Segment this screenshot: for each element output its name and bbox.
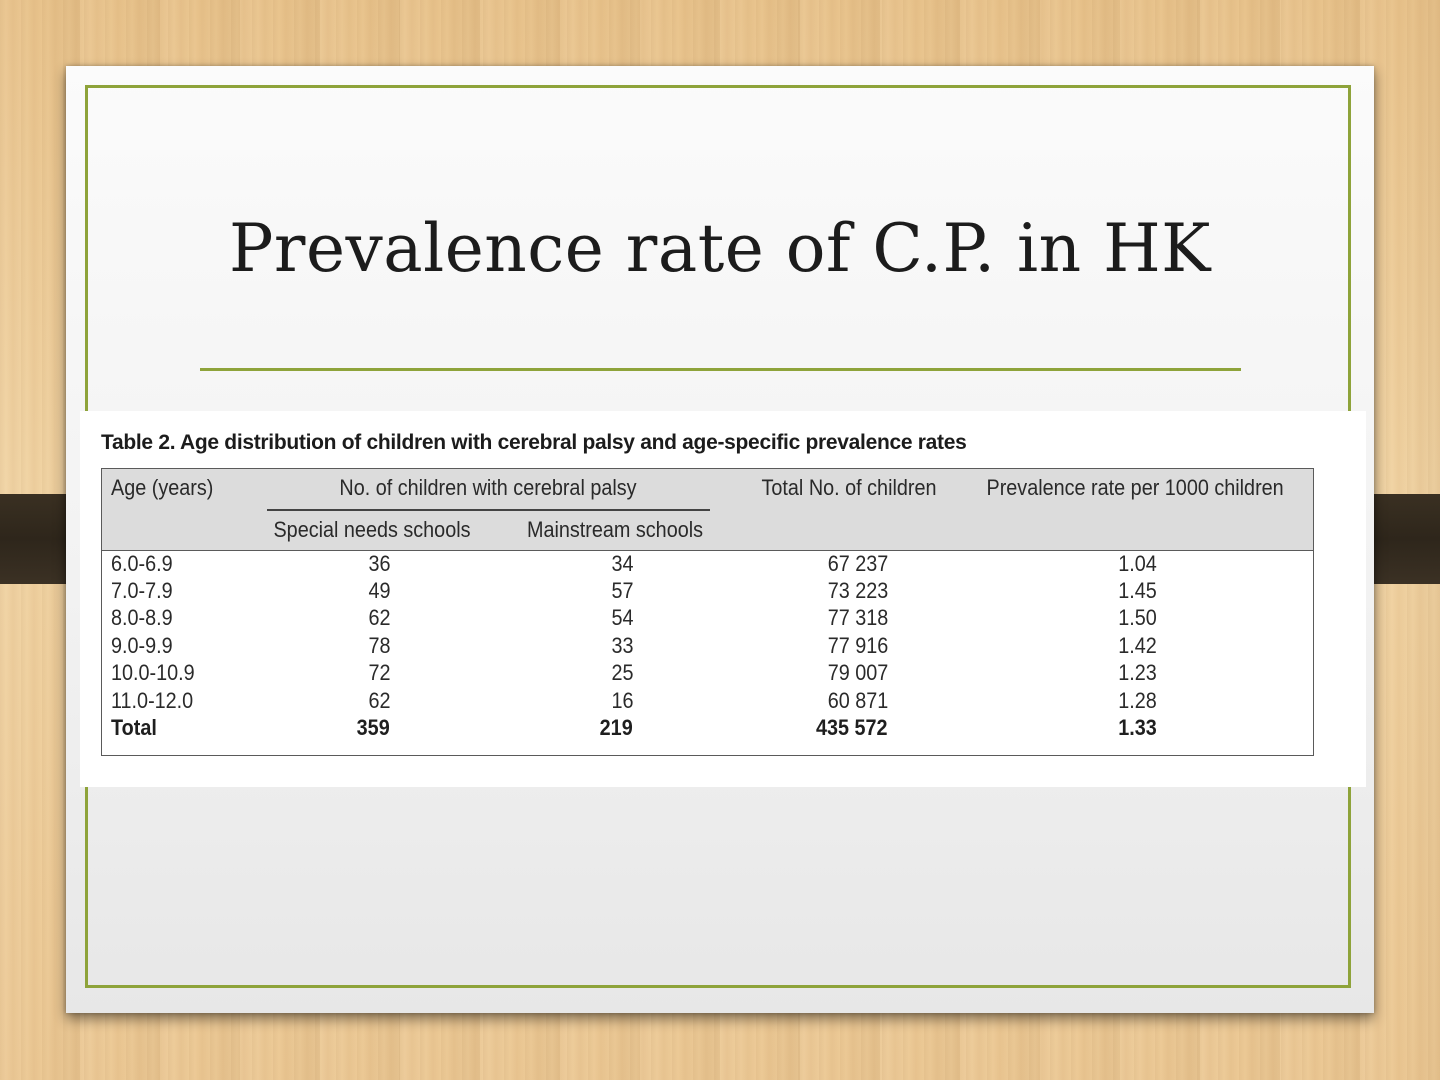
cell-mainstream: 54 <box>610 605 633 630</box>
cell-rate: 1.04 <box>1118 551 1157 576</box>
cell-rate: 1.28 <box>1118 688 1157 713</box>
cell-total: 435 572 <box>816 715 888 740</box>
cell-age: 8.0-8.9 <box>111 605 173 630</box>
slide-title: Prevalence rate of C.P. in HK <box>228 210 1211 287</box>
header-age: Age (years) <box>111 475 214 500</box>
header-special: Special needs schools <box>273 517 471 542</box>
table-row: 6.0-6.9 36 34 67 237 1.04 <box>102 551 1313 578</box>
cell-total: 77 916 <box>827 633 888 658</box>
cell-total: 67 237 <box>827 551 888 576</box>
cell-special: 78 <box>367 633 390 658</box>
table-total-row: Total 359 219 435 572 1.33 <box>102 715 1313 742</box>
header-total: Total No. of children <box>761 475 937 500</box>
cell-rate: 1.45 <box>1118 578 1157 603</box>
cell-special: 359 <box>356 715 390 740</box>
header-mainstream: Mainstream schools <box>526 517 704 542</box>
cell-mainstream: 16 <box>610 688 633 713</box>
cell-age: 7.0-7.9 <box>111 578 173 603</box>
table-caption: Table 2. Age distribution of children wi… <box>101 431 967 454</box>
table-row: 11.0-12.0 62 16 60 871 1.28 <box>102 688 1313 715</box>
cell-rate: 1.50 <box>1118 605 1157 630</box>
cell-age: Total <box>111 715 157 740</box>
cell-special: 72 <box>367 660 390 685</box>
cell-rate: 1.23 <box>1118 660 1157 685</box>
cell-total: 77 318 <box>827 605 888 630</box>
table-row: 9.0-9.9 78 33 77 916 1.42 <box>102 633 1313 660</box>
cell-mainstream: 219 <box>599 715 633 740</box>
table-row: 10.0-10.9 72 25 79 007 1.23 <box>102 660 1313 687</box>
cell-age: 9.0-9.9 <box>111 633 173 658</box>
data-table: Age (years) No. of children with cerebra… <box>101 468 1314 756</box>
cell-special: 62 <box>367 605 390 630</box>
header-rate: Prevalence rate per 1000 children <box>986 475 1284 500</box>
table-row: 7.0-7.9 49 57 73 223 1.45 <box>102 578 1313 605</box>
cell-rate: 1.42 <box>1118 633 1157 658</box>
cell-special: 62 <box>367 688 390 713</box>
table-header: Age (years) No. of children with cerebra… <box>102 469 1313 551</box>
cell-mainstream: 33 <box>610 633 633 658</box>
table-image: Table 2. Age distribution of children wi… <box>80 411 1366 787</box>
cell-special: 36 <box>367 551 390 576</box>
group-rule <box>267 509 710 511</box>
cell-age: 6.0-6.9 <box>111 551 173 576</box>
title-divider <box>200 368 1241 371</box>
cell-rate: 1.33 <box>1118 715 1157 740</box>
cell-total: 73 223 <box>827 578 888 603</box>
cell-age: 11.0-12.0 <box>111 688 194 713</box>
cell-mainstream: 25 <box>610 660 633 685</box>
cell-special: 49 <box>367 578 390 603</box>
cell-mainstream: 34 <box>610 551 633 576</box>
header-cp-group: No. of children with cerebral palsy <box>339 475 637 500</box>
table-row: 8.0-8.9 62 54 77 318 1.50 <box>102 605 1313 632</box>
cell-total: 79 007 <box>827 660 888 685</box>
cell-total: 60 871 <box>827 688 888 713</box>
cell-mainstream: 57 <box>610 578 633 603</box>
cell-age: 10.0-10.9 <box>111 660 195 685</box>
